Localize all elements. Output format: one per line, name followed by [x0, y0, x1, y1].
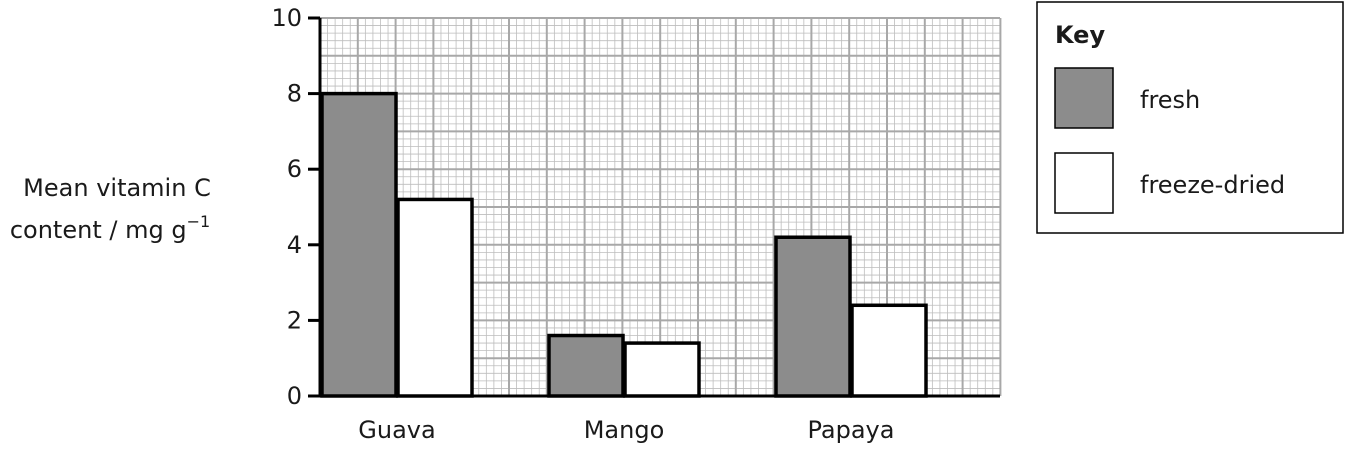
- y-axis-label-superscript: −1: [187, 212, 211, 231]
- bar-freeze-dried-mango: [623, 341, 701, 398]
- legend-swatch-fresh: [1054, 67, 1114, 129]
- bar-freeze-dried-papaya: [850, 303, 928, 398]
- y-axis-label-line2: content / mg g−1: [10, 212, 210, 244]
- legend-swatch-freeze-dried: [1054, 152, 1114, 214]
- axes: [318, 18, 1000, 398]
- category-label-papaya: Papaya: [808, 416, 895, 444]
- y-tick-label: 8: [287, 80, 302, 108]
- bar-fresh-mango: [547, 333, 625, 398]
- y-axis-label-text: content / mg g: [10, 216, 187, 244]
- category-labels: Guava Mango Papaya: [358, 416, 894, 444]
- legend-label-freeze-dried: freeze-dried: [1140, 171, 1285, 199]
- category-label-guava: Guava: [358, 416, 435, 444]
- legend-title: Key: [1055, 21, 1105, 49]
- bar-freeze-dried-guava: [396, 197, 474, 398]
- y-tick-label: 10: [271, 4, 302, 32]
- y-tick-label: 0: [287, 382, 302, 410]
- y-tick-label: 6: [287, 155, 302, 183]
- y-axis-label-line1: Mean vitamin C: [23, 174, 211, 202]
- legend-label-fresh: fresh: [1140, 86, 1200, 114]
- bar-fresh-guava: [320, 91, 398, 398]
- legend: Key fresh freeze-dried: [1036, 1, 1344, 234]
- y-tick-label: 4: [287, 231, 302, 259]
- bars: [320, 91, 928, 398]
- y-tick-labels: 0 2 4 6 8 10: [271, 4, 320, 410]
- bar-fresh-papaya: [774, 235, 852, 398]
- y-tick-label: 2: [287, 306, 302, 334]
- category-label-mango: Mango: [584, 416, 665, 444]
